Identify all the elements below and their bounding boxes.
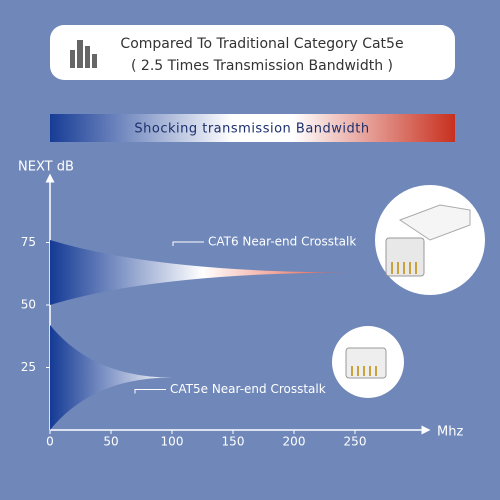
y-tick-label: 75 bbox=[21, 235, 36, 249]
header-icon bbox=[70, 40, 97, 68]
annotation-line bbox=[134, 389, 166, 394]
wedge bbox=[50, 325, 172, 430]
header-box bbox=[50, 25, 455, 80]
annotation: CAT5e Near-end Crosstalk bbox=[170, 382, 326, 396]
cat6-connector bbox=[375, 185, 485, 295]
annotation: CAT6 Near-end Crosstalk bbox=[208, 235, 356, 249]
x-tick-label: 150 bbox=[222, 435, 245, 449]
y-tick-label: 25 bbox=[21, 360, 36, 374]
y-tick-label: 50 bbox=[21, 298, 36, 312]
cat5e-connector bbox=[332, 326, 404, 398]
header-title: Compared To Traditional Category Cat5e bbox=[120, 36, 403, 52]
annotation-line bbox=[172, 241, 204, 246]
y-axis-label: NEXT dB bbox=[18, 160, 74, 175]
banner bbox=[50, 114, 455, 142]
x-axis-label: Mhz bbox=[437, 425, 463, 440]
x-tick-label: 50 bbox=[103, 435, 118, 449]
wedge bbox=[50, 240, 355, 305]
header-subtitle: ( 2.5 Times Transmission Bandwidth ) bbox=[131, 58, 393, 74]
x-tick-label: 200 bbox=[283, 435, 306, 449]
x-tick-label: 100 bbox=[161, 435, 184, 449]
plot: 0 50 100 150 200 250 25 50 75 CAT6 Near-end Cross… bbox=[21, 173, 431, 449]
banner-text: Shocking transmission Bandwidth bbox=[134, 122, 369, 137]
x-tick-label: 250 bbox=[344, 435, 367, 449]
x-tick-label: 0 bbox=[46, 435, 54, 449]
